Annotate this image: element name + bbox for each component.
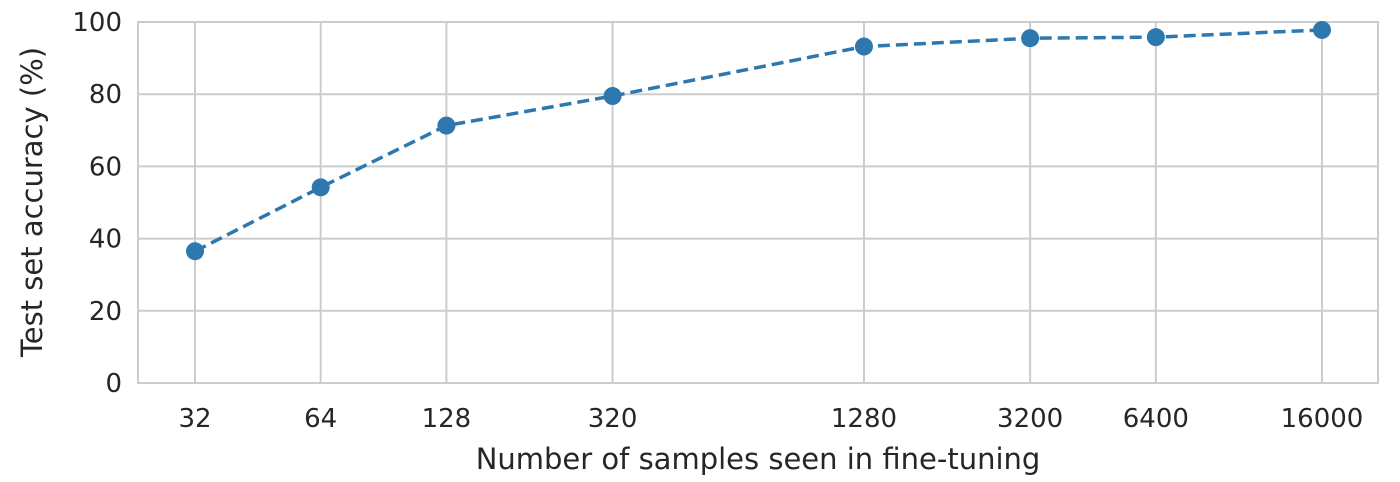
x-tick-labels: 32 64 128 320 1280 3200 6400 16000 xyxy=(178,404,1363,434)
plot-frame xyxy=(137,21,1379,384)
y-tick-label: 80 xyxy=(89,80,122,110)
x-tick-label: 6400 xyxy=(1123,404,1189,434)
data-point xyxy=(186,242,204,261)
x-tick-label: 3200 xyxy=(997,404,1063,434)
grid xyxy=(138,21,1378,384)
data-point xyxy=(437,116,456,135)
data-point xyxy=(1021,29,1040,48)
x-tick-label: 320 xyxy=(588,404,638,434)
x-tick-label: 32 xyxy=(178,404,211,434)
x-tick-label: 64 xyxy=(304,404,337,434)
data-point xyxy=(1313,20,1331,39)
x-axis-label: Number of samples seen in fine-tuning xyxy=(476,442,1041,476)
series-line xyxy=(194,28,1323,253)
y-tick-label: 20 xyxy=(89,297,122,327)
data-point xyxy=(1146,28,1165,47)
y-tick-label: 0 xyxy=(105,369,122,399)
data-point xyxy=(854,37,873,56)
y-tick-label: 60 xyxy=(89,152,122,182)
x-tick-label: 16000 xyxy=(1281,404,1364,434)
y-axis-label: Test set accuracy (%) xyxy=(15,47,49,358)
y-tick-label: 40 xyxy=(89,225,122,255)
data-point xyxy=(603,87,622,106)
x-tick-label: 1280 xyxy=(831,404,897,434)
x-tick-label: 128 xyxy=(422,404,472,434)
y-tick-labels: 0 20 40 60 80 100 xyxy=(72,8,122,399)
y-tick-label: 100 xyxy=(72,8,122,38)
series xyxy=(186,20,1331,261)
data-point xyxy=(311,178,330,197)
